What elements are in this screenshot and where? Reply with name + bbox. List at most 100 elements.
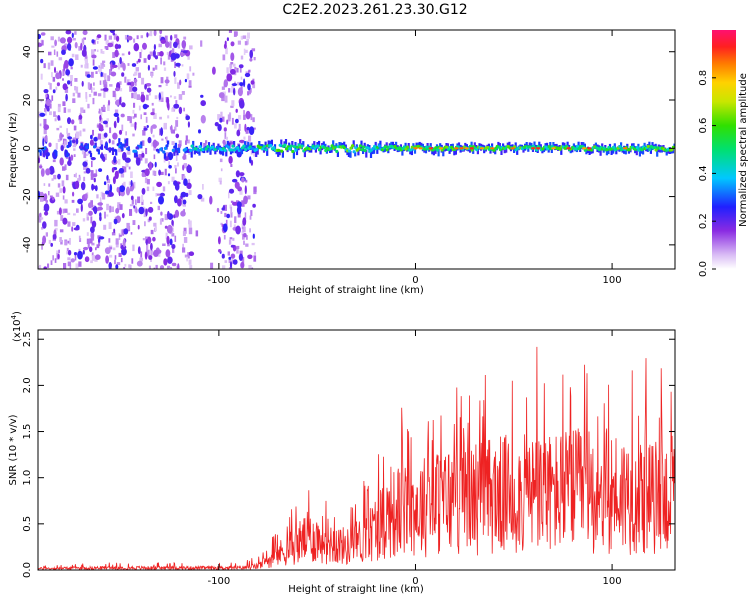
spectrogram-cell: [145, 239, 148, 246]
spectrogram-cell: [243, 233, 247, 238]
spectrogram-cell: [123, 267, 126, 269]
spectrogram-cell: [338, 142, 341, 147]
spectrogram-cell: [137, 246, 141, 255]
spectrogram-cell: [166, 152, 169, 158]
spectrogram-cell: [166, 235, 170, 245]
spectrogram-cell: [351, 144, 355, 148]
spectrogram-cell: [92, 129, 94, 136]
spectrogram-cell: [420, 142, 423, 149]
spectrogram-cell: [256, 147, 259, 155]
spectrogram-cell: [218, 249, 222, 253]
spectrogram-cell: [176, 116, 179, 120]
spectrogram-cell: [77, 92, 81, 98]
spectrogram-cell: [123, 146, 127, 149]
spectrogram-cell: [188, 251, 195, 256]
spectrogram-cell: [177, 42, 181, 49]
spectrogram-cell: [196, 148, 200, 152]
spectrogram-cell: [184, 254, 188, 258]
spectrogram-cell: [165, 144, 169, 148]
spectrogram-cell: [251, 48, 256, 52]
spectrogram-cell: [166, 224, 173, 234]
spectrogram-cell: [150, 229, 154, 235]
spectrogram-cell: [369, 151, 373, 158]
spectrogram-cell: [121, 124, 124, 132]
spectrogram-cell: [198, 129, 201, 134]
spectrogram-cell: [209, 148, 212, 155]
spectrogram-cell: [219, 114, 223, 120]
spectrogram-cell: [187, 252, 190, 259]
spectrogram-cell: [138, 206, 145, 215]
spectrogram-cell: [209, 195, 213, 205]
spectrogram-cell: [158, 92, 161, 101]
spectrogram-cell: [81, 147, 84, 155]
spectrogram-cell: [53, 111, 56, 117]
spectrogram-cell: [250, 114, 253, 121]
spectrogram-cell: [530, 142, 533, 149]
spectrogram-cell: [262, 144, 267, 148]
spectrogram-cell: [75, 86, 79, 94]
spectrogram-cell: [115, 238, 119, 245]
spectrogram-cell: [352, 140, 355, 148]
spectrogram-cell: [164, 35, 168, 42]
spectrogram-cell: [643, 142, 646, 148]
spectrogram-cell: [220, 111, 223, 116]
spectrogram-cell: [280, 139, 283, 148]
spectrogram-cell: [192, 140, 195, 149]
spectrogram-cell: [144, 177, 148, 184]
spectrogram-cell: [38, 266, 40, 269]
y-tick-label: 1.5: [22, 424, 33, 440]
spectrogram-cell: [232, 237, 235, 241]
spectrogram-cell: [147, 236, 152, 244]
spectrogram-cell: [182, 199, 187, 205]
spectrogram-cell: [65, 174, 69, 181]
spectrogram-cell: [266, 148, 269, 156]
spectrogram-cell: [102, 192, 106, 200]
spectrogram-cell: [167, 115, 170, 119]
spectrogram-y-axis-label: Frequency (Hz): [8, 112, 19, 188]
spectrogram-cell: [115, 242, 119, 248]
spectrogram-cell: [252, 78, 255, 82]
spectrogram-cell: [159, 147, 163, 151]
spectrogram-cell: [243, 136, 246, 140]
spectrogram-cell: [130, 195, 134, 201]
spectrogram-cell: [85, 145, 89, 149]
spectrogram-cell: [128, 166, 131, 170]
spectrogram-cell: [148, 216, 152, 221]
x-tick-label: 100: [603, 576, 622, 587]
spectrogram-cell: [558, 147, 562, 151]
spectrogram-cell: [135, 81, 137, 86]
spectrogram-cell: [239, 99, 245, 109]
spectrogram-cell: [50, 242, 53, 247]
spectrogram-cell: [188, 259, 192, 265]
spectrogram-cell: [150, 201, 153, 204]
spectrogram-cell: [536, 147, 541, 150]
spectrogram-cell: [154, 226, 157, 232]
spectrogram-cell: [247, 254, 253, 260]
spectrogram-cell: [284, 139, 288, 145]
spectrogram-cell: [50, 60, 54, 66]
spectrogram-cell: [588, 147, 591, 155]
spectrogram-cell: [234, 216, 237, 224]
spectrogram-cell: [75, 263, 79, 269]
x-tick-label: -100: [208, 275, 231, 286]
spectrogram-cell: [533, 141, 536, 146]
spectrogram-cell: [333, 145, 337, 149]
spectrogram-cell: [250, 150, 253, 155]
spectrogram-cell: [247, 141, 250, 148]
spectrogram-cell: [490, 147, 495, 150]
spectrogram-cell: [92, 173, 98, 178]
spectrogram-cell: [97, 93, 102, 97]
spectrogram-cell: [66, 42, 72, 51]
spectrogram-cell: [115, 149, 118, 156]
spectrogram-cell: [267, 140, 270, 149]
spectrogram-cell: [622, 147, 628, 150]
spectrogram-cell: [96, 124, 99, 128]
spectrogram-cell: [139, 154, 143, 161]
y-tick-label: -40: [22, 237, 33, 253]
spectrogram-cell: [225, 47, 228, 55]
spectrogram-cell: [428, 147, 433, 150]
spectrogram-cell: [155, 193, 157, 197]
spectrogram-cell: [174, 34, 178, 39]
spectrogram-cell: [253, 57, 256, 61]
snr-y-axis-label: SNR (10 * v/v): [8, 414, 19, 485]
